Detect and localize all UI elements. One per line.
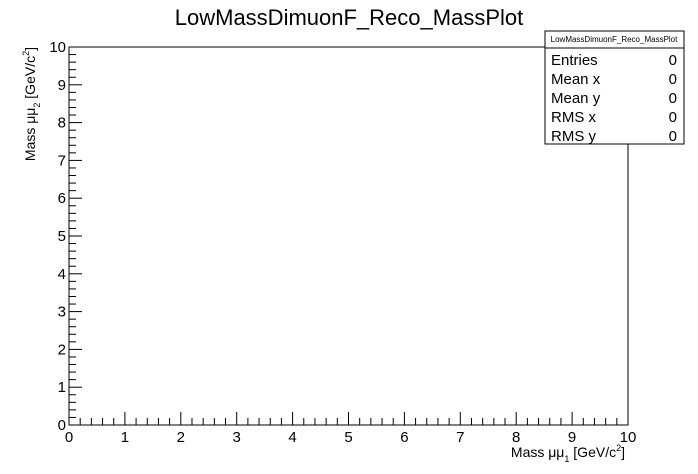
x-axis-title-unit: [GeV/c xyxy=(569,444,616,460)
stats-row-label: Entries xyxy=(551,52,598,69)
x-axis-title-base: Mass μμ xyxy=(511,444,564,460)
x-axis-ticks xyxy=(68,412,629,425)
y-tick-label: 2 xyxy=(58,341,66,358)
y-axis-title-base: Mass μμ xyxy=(22,108,38,161)
x-tick-label: 8 xyxy=(512,429,520,446)
stats-box: LowMassDimuonF_Reco_MassPlot Entries 0 Mea… xyxy=(544,30,685,145)
y-tick-label: 4 xyxy=(58,266,66,283)
stats-box-rows: Entries 0 Mean x 0 Mean y 0 RMS x 0 RMS y 0 xyxy=(551,52,677,145)
x-tick-label: 7 xyxy=(456,429,464,446)
x-axis-title-sub: 1 xyxy=(564,454,569,464)
y-tick-label: 3 xyxy=(58,304,66,321)
y-tick-label: 10 xyxy=(49,39,66,56)
stats-box-frame xyxy=(544,30,685,145)
y-tick-label: 9 xyxy=(58,77,66,94)
x-axis-title-sup: 2 xyxy=(616,443,621,453)
y-axis-title: Mass μμ2 [GeV/c2] xyxy=(21,47,42,161)
x-tick-label: 2 xyxy=(177,429,185,446)
x-tick-label: 9 xyxy=(568,429,576,446)
y-tick-label: 0 xyxy=(58,417,66,434)
stats-row-label: Mean y xyxy=(551,90,601,107)
y-tick-label: 8 xyxy=(58,115,66,132)
stats-row-value: 0 xyxy=(669,71,677,88)
chart-title: LowMassDimuonF_Reco_MassPlot xyxy=(175,5,523,30)
y-axis-ticks xyxy=(69,46,82,426)
x-tick-label: 6 xyxy=(400,429,408,446)
y-axis-title-close: ] xyxy=(22,47,38,51)
x-tick-label: 1 xyxy=(121,429,129,446)
y-tick-label: 5 xyxy=(58,228,66,245)
x-tick-label: 0 xyxy=(65,429,73,446)
y-axis-title-sub: 2 xyxy=(32,103,42,108)
x-tick-label: 3 xyxy=(233,429,241,446)
y-axis-tick-labels: 0 1 2 3 4 5 6 7 8 9 10 xyxy=(49,39,66,434)
y-axis-title-unit: [GeV/c xyxy=(22,56,38,103)
stats-row-label: RMS y xyxy=(551,128,597,145)
plot-frame xyxy=(68,46,629,426)
y-tick-label: 1 xyxy=(58,379,66,396)
x-axis-tick-labels: 0 1 2 3 4 5 6 7 8 9 10 xyxy=(65,429,637,446)
stats-row-label: RMS x xyxy=(551,109,597,126)
stats-row-value: 0 xyxy=(669,52,677,69)
stats-row-label: Mean x xyxy=(551,71,601,88)
x-tick-label: 5 xyxy=(344,429,352,446)
stats-row-value: 0 xyxy=(669,90,677,107)
y-tick-label: 6 xyxy=(58,190,66,207)
x-tick-label: 10 xyxy=(620,429,637,446)
stats-box-title: LowMassDimuonF_Reco_MassPlot xyxy=(551,35,678,44)
y-axis-title-sup: 2 xyxy=(21,51,31,56)
x-axis-title: Mass μμ1 [GeV/c2] xyxy=(511,443,625,464)
x-axis-title-close: ] xyxy=(621,444,625,460)
x-tick-label: 4 xyxy=(288,429,296,446)
stats-row-value: 0 xyxy=(669,128,677,145)
y-tick-label: 7 xyxy=(58,152,66,169)
stats-row-value: 0 xyxy=(669,109,677,126)
